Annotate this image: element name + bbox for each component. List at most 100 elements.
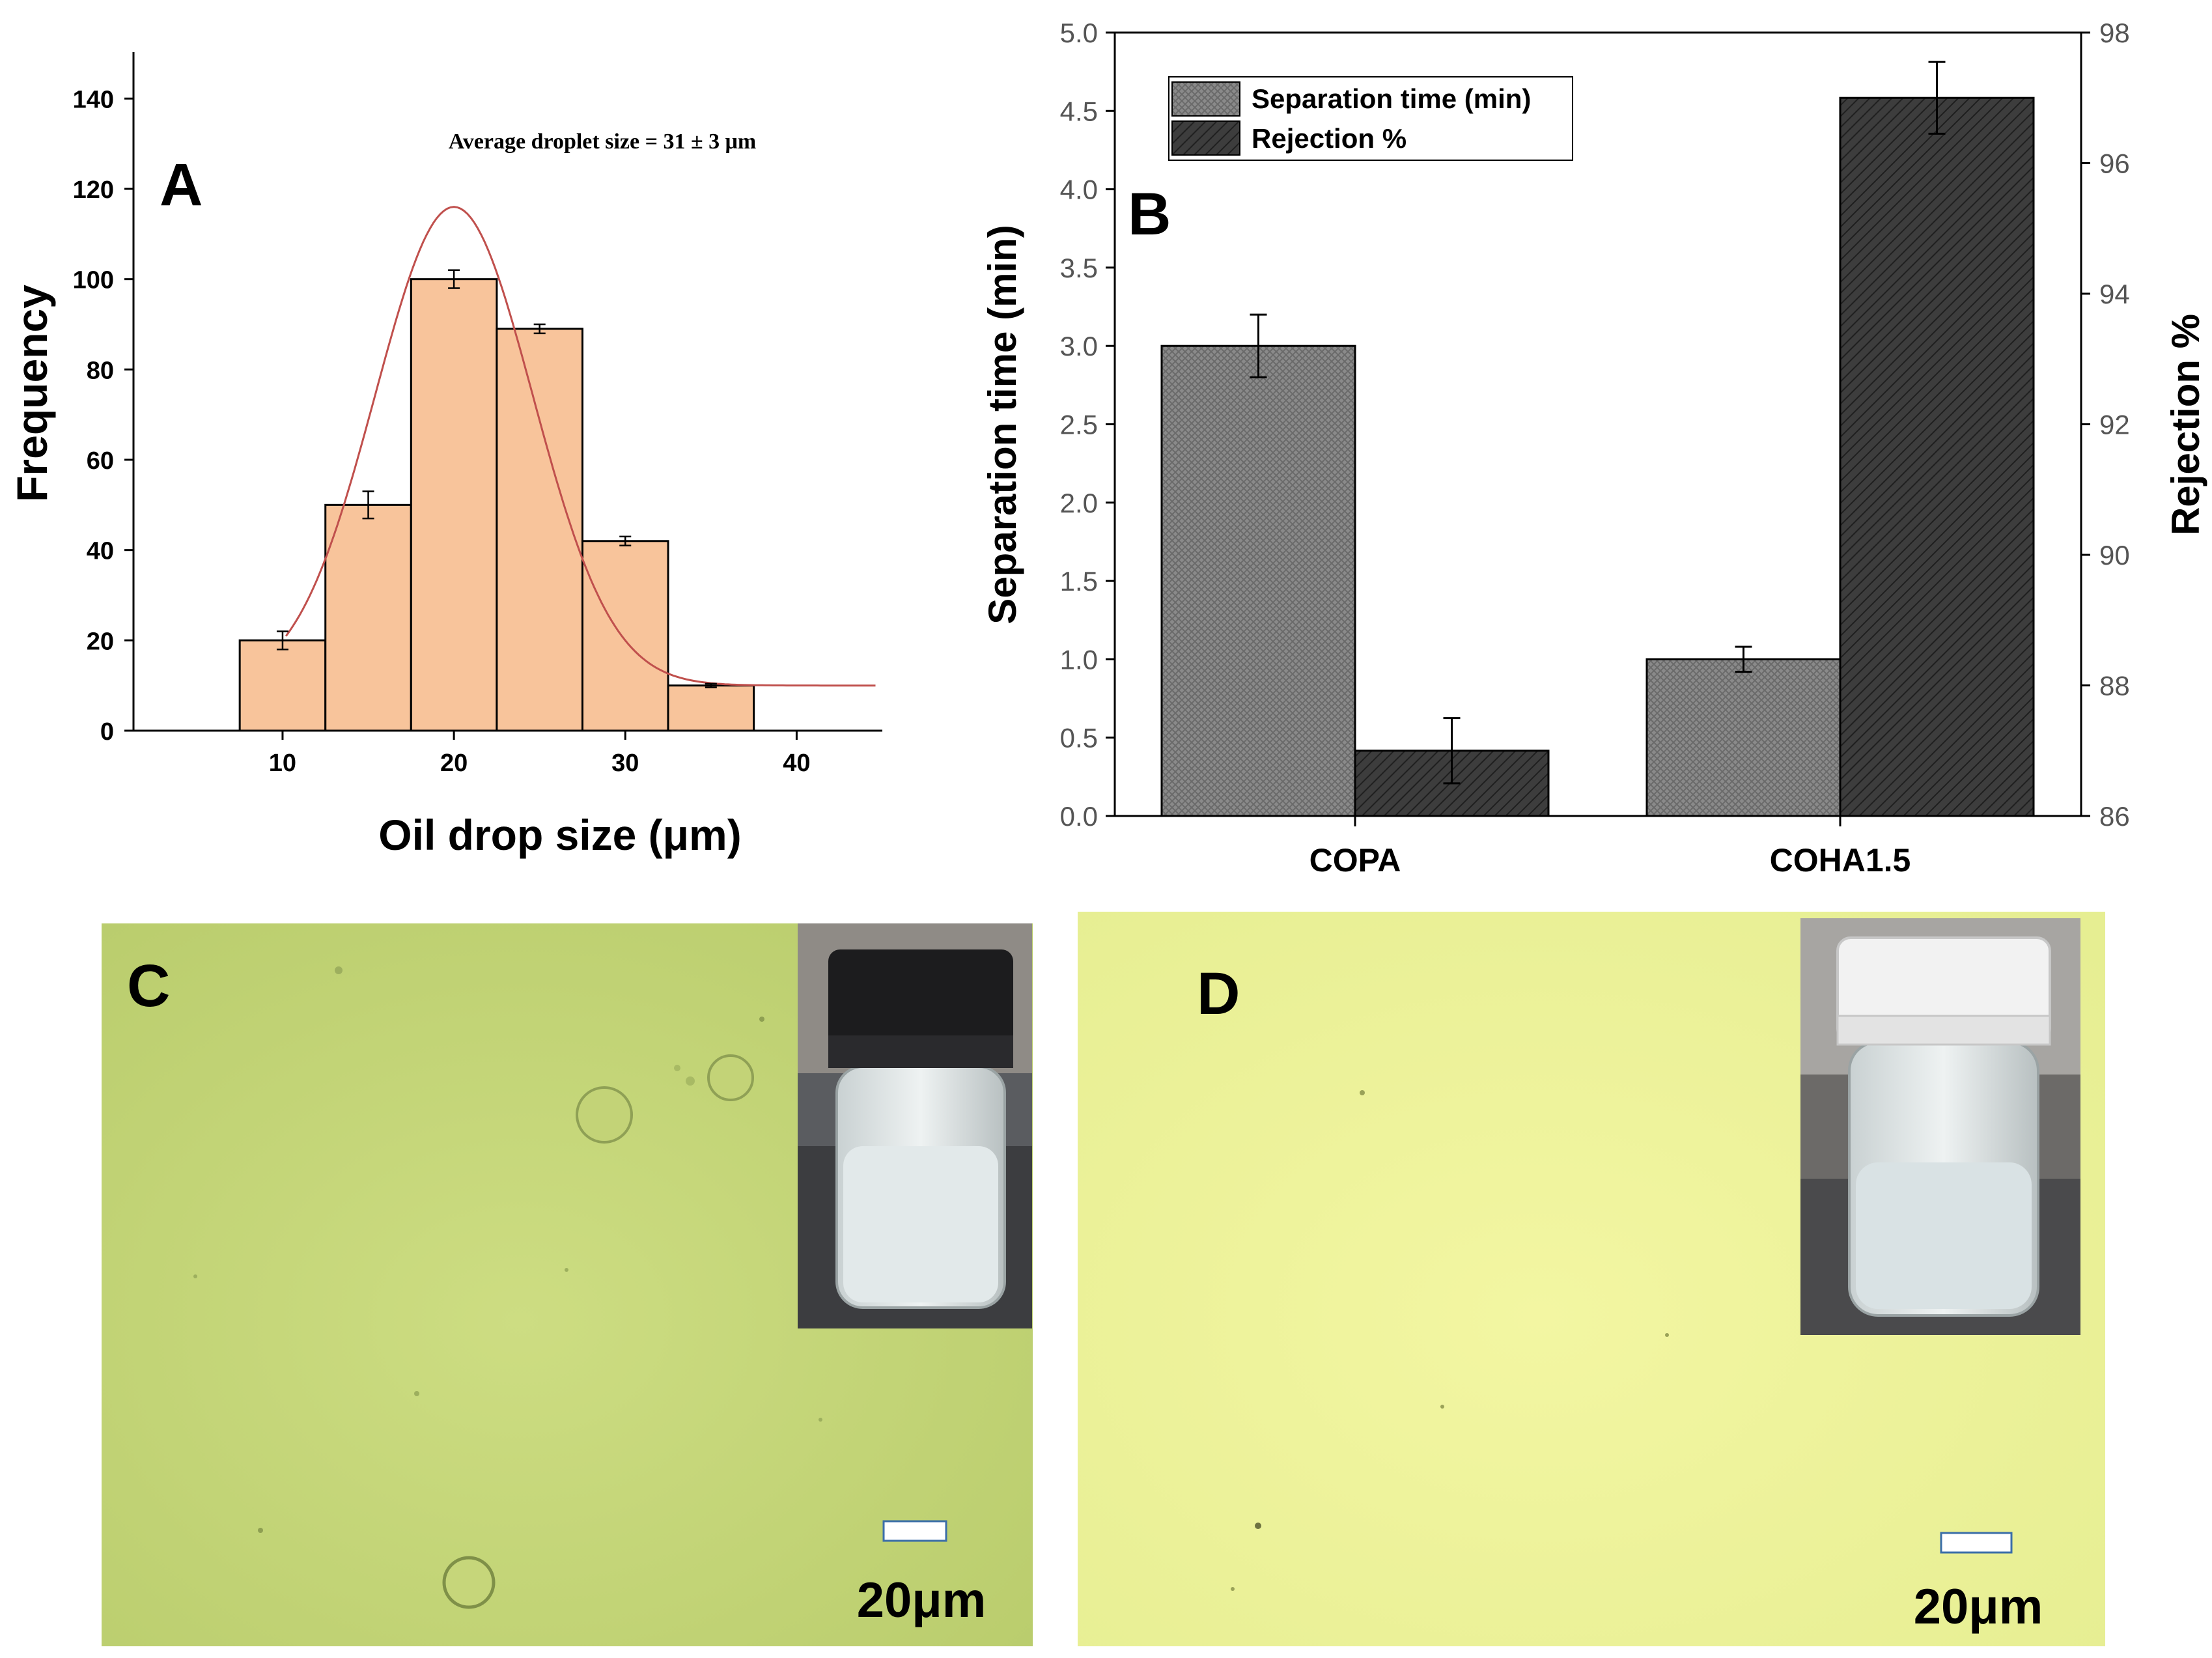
droplet	[565, 1268, 568, 1272]
a-y-tick-label: 0	[100, 718, 114, 746]
a-y-tick-label: 100	[73, 267, 114, 294]
droplet	[707, 1054, 754, 1101]
droplet	[819, 1418, 822, 1422]
histogram-bars	[238, 278, 755, 732]
b-y2-tick-label: 98	[2099, 18, 2130, 48]
speck	[1360, 1090, 1365, 1095]
b-y-tick-label: 4.0	[1060, 175, 1098, 205]
b-y-tick-label: 1.0	[1060, 644, 1098, 675]
panel-b-bar-chart: 0.0 0.5 1.0 1.5 2.0 2.5 3.0 3.5 4.0 4.5 5.0 86 88 90…	[981, 18, 2207, 878]
a-x-tick-label: 20	[440, 750, 468, 777]
b-y2-tick-label: 96	[2099, 148, 2130, 179]
b-y-tick-label: 2.0	[1060, 488, 1098, 518]
histogram-bar-20	[410, 278, 498, 732]
b-y2-tick-label: 90	[2099, 540, 2130, 570]
c-vial-inset	[798, 923, 1032, 1328]
a-x-tick-label: 40	[783, 750, 810, 777]
droplet	[576, 1086, 633, 1144]
histogram-bar-15	[324, 503, 412, 732]
speck	[1231, 1587, 1235, 1591]
bar-copa-separation	[1160, 344, 1356, 817]
droplet	[442, 1556, 496, 1609]
b-y-tick-label: 0.5	[1060, 723, 1098, 753]
droplet	[759, 1017, 764, 1022]
error-bar-20	[448, 269, 460, 289]
legend-swatch-separation	[1171, 81, 1240, 117]
legend-label-rejection: Rejection %	[1252, 123, 1407, 154]
panel-c-micrograph: C 20μm	[102, 923, 1033, 1646]
d-scale-bar	[1940, 1532, 2013, 1554]
b-y-tick-label: 3.5	[1060, 253, 1098, 283]
speck	[1255, 1523, 1261, 1529]
droplet	[414, 1391, 419, 1396]
bar-coha15-rejection	[1839, 96, 2035, 817]
c-vial-liquid	[843, 1146, 998, 1302]
b-right-tick-labels: 86 88 90 92 94 96 98	[2081, 18, 2130, 832]
histogram-bar-10	[238, 639, 327, 732]
bar-coha15-separation	[1645, 658, 1841, 817]
b-y2-tick-label: 92	[2099, 410, 2130, 440]
error-bar-copa-separation	[1250, 313, 1267, 378]
b-y-tick-label: 1.5	[1060, 566, 1098, 597]
a-x-tick-labels: 10 20 30 40	[269, 731, 811, 777]
speck	[1440, 1405, 1444, 1409]
panel-d-micrograph: D 20μm	[1078, 912, 2105, 1646]
a-x-tick-label: 10	[269, 750, 296, 777]
panel-a-histogram: 0 20 40 60 80 100 120 140 10 20 30 40 Average drop…	[8, 52, 882, 859]
error-bar-10	[276, 630, 288, 651]
b-y-axis-title: Separation time (min)	[981, 225, 1024, 624]
legend-label-separation: Separation time (min)	[1252, 83, 1531, 114]
d-vial-liquid	[1856, 1162, 2032, 1309]
legend-swatch-rejection	[1171, 120, 1240, 156]
histogram-error-bars	[276, 269, 717, 688]
b-y-tick-label: 5.0	[1060, 18, 1098, 48]
b-y2-axis-title: Rejection %	[2164, 314, 2207, 535]
b-y2-tick-label: 86	[2099, 801, 2130, 832]
error-bar-copa-rejection	[1443, 717, 1461, 785]
d-specks	[1231, 1090, 1669, 1591]
panel-b-label: B	[1128, 181, 1171, 247]
b-category-labels: COPA COHA1.5	[1309, 816, 1911, 878]
droplet	[193, 1274, 197, 1278]
b-category-label: COPA	[1309, 842, 1401, 878]
speck	[1665, 1333, 1669, 1337]
a-y-tick-label: 40	[87, 538, 114, 565]
a-x-axis-title: Oil drop size (μm)	[378, 811, 741, 859]
panel-c-label: C	[127, 953, 170, 1019]
a-y-tick-labels: 0 20 40 60 80 100 120 140	[73, 86, 133, 746]
error-bar-coha15-separation	[1735, 645, 1752, 673]
b-y2-tick-label: 88	[2099, 671, 2130, 701]
c-vial-cap-band	[828, 1035, 1013, 1068]
error-bar-35	[705, 682, 717, 688]
c-scale-bar	[882, 1520, 947, 1542]
droplet	[674, 1065, 680, 1071]
a-x-tick-label: 30	[611, 750, 639, 777]
b-legend: Separation time (min) Rejection %	[1168, 76, 1573, 161]
b-bars	[1160, 96, 2035, 817]
error-bar-30	[619, 535, 632, 546]
d-vial-inset	[1800, 918, 2080, 1335]
b-y-tick-label: 4.5	[1060, 96, 1098, 126]
b-y-tick-label: 3.0	[1060, 331, 1098, 361]
b-left-tick-labels: 0.0 0.5 1.0 1.5 2.0 2.5 3.0 3.5 4.0 4.5 5.0	[1060, 18, 1115, 832]
panel-a-label: A	[160, 152, 203, 218]
panel-d-label: D	[1197, 961, 1240, 1027]
error-bar-coha15-rejection	[1928, 61, 1946, 135]
average-droplet-size-annotation: Average droplet size = 31 ± 3 μm	[449, 130, 756, 154]
error-bar-25	[533, 323, 546, 335]
a-y-tick-label: 140	[73, 86, 114, 113]
histogram-bar-25	[496, 328, 583, 732]
droplet	[335, 966, 343, 974]
a-y-tick-label: 120	[73, 176, 114, 204]
a-y-axis-title: Frequency	[8, 285, 56, 502]
error-bar-15	[362, 490, 374, 520]
histogram-bar-35	[667, 684, 755, 732]
c-scale-label: 20μm	[857, 1573, 987, 1628]
histogram-bar-30	[581, 540, 669, 732]
b-y-tick-label: 2.5	[1060, 410, 1098, 440]
droplet	[258, 1528, 263, 1533]
a-y-tick-label: 60	[87, 447, 114, 475]
a-y-tick-label: 80	[87, 357, 114, 384]
b-y2-tick-label: 94	[2099, 279, 2130, 309]
